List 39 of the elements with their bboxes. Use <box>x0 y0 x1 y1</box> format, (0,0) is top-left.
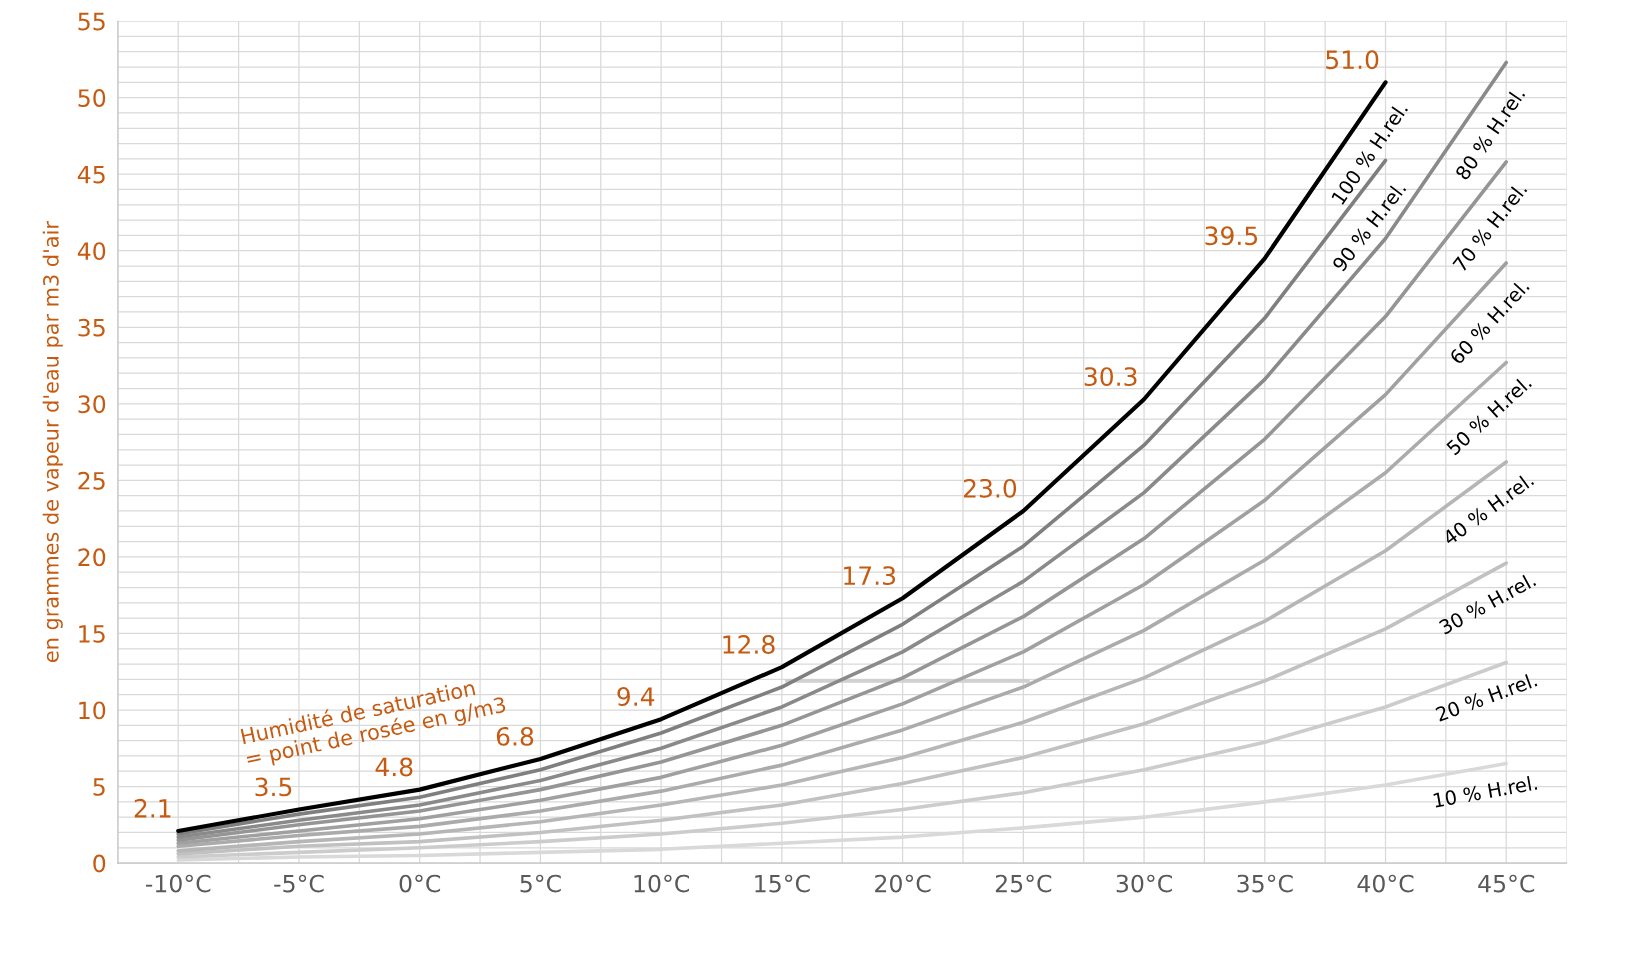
data-label: 2.1 <box>134 798 171 818</box>
x-tick-label: 10°C <box>634 874 690 893</box>
y-tick-label: 10 <box>79 701 106 720</box>
y-tick-label: 30 <box>78 395 106 414</box>
y-tick-label: 25 <box>78 471 105 490</box>
y-axis-title: en grammes de vapeur d'eau par m3 d'air <box>42 221 63 662</box>
x-tick-label: 35°C <box>1237 874 1293 893</box>
x-tick-label: 30°C <box>1116 874 1172 893</box>
y-tick-label: 5 <box>93 778 105 796</box>
text: 10 % H.rel. <box>1433 774 1538 808</box>
y-tick-label: 55 <box>78 12 105 31</box>
x-tick-label: 40°C <box>1357 874 1414 893</box>
data-label: 12.8 <box>723 635 775 654</box>
data-label: 23.0 <box>963 478 1017 498</box>
text: 30 % H.rel. <box>1438 572 1537 635</box>
x-tick-label: -10°C <box>145 874 211 893</box>
data-label: 30.3 <box>1084 367 1137 387</box>
data-label: 9.4 <box>617 687 655 707</box>
data-label: 51.0 <box>1326 50 1379 70</box>
x-tick-label: 0°C <box>399 874 441 893</box>
y-tick-label: 0 <box>93 854 106 873</box>
data-label: 4.8 <box>375 757 413 777</box>
x-tick-label: 20°C <box>875 874 931 893</box>
y-tick-label: 50 <box>78 89 106 107</box>
y-tick-label: 35 <box>78 318 105 337</box>
x-tick-label: 25°C <box>995 874 1052 893</box>
y-tick-label: 20 <box>78 548 106 567</box>
data-label: 6.8 <box>496 726 534 746</box>
y-tick-label: 40 <box>77 242 106 261</box>
x-tick-label: 5°C <box>520 874 561 893</box>
x-tick-label: 45°C <box>1478 874 1535 893</box>
data-label: 3.5 <box>255 777 292 797</box>
data-label: 17.3 <box>844 566 896 586</box>
y-tick-label: 15 <box>79 625 105 643</box>
x-tick-label: -5°C <box>274 874 324 893</box>
x-tick-label: 15°C <box>755 874 810 893</box>
data-label: 39.5 <box>1205 226 1258 246</box>
y-tick-label: 45 <box>77 165 105 184</box>
text: 20 % H.rel. <box>1434 671 1538 722</box>
